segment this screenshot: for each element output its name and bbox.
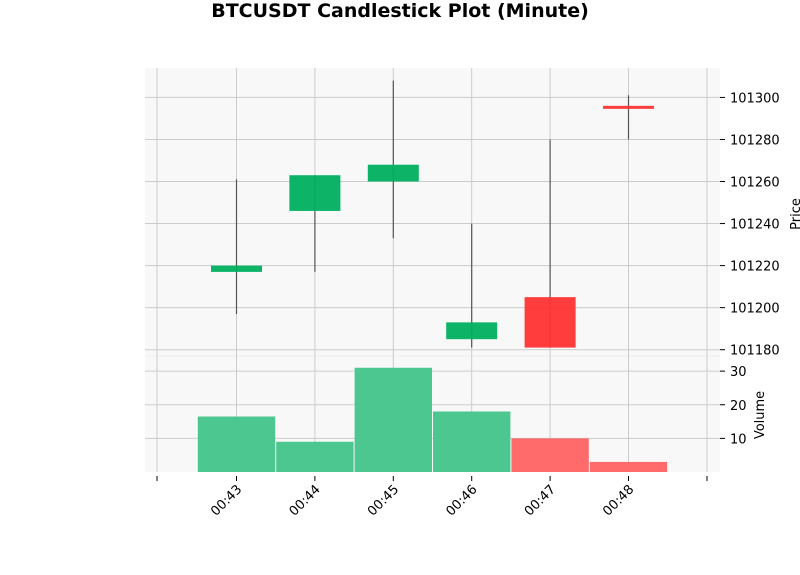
x-tick-label: 00:47	[522, 482, 559, 519]
x-tick-label: 00:48	[600, 482, 637, 519]
volume-bar	[197, 416, 276, 472]
candle-body	[289, 175, 341, 211]
candle-body	[603, 105, 654, 109]
x-tick-label: 00:46	[443, 482, 480, 519]
price-tick-label: 101300	[730, 91, 780, 106]
volume-tick-label: 30	[730, 365, 747, 380]
volume-axis-label: Volume	[753, 391, 768, 439]
volume-bar	[511, 438, 589, 472]
volume-bar	[433, 411, 511, 472]
price-tick-label: 101220	[730, 260, 780, 275]
candle-body	[524, 297, 576, 348]
chart-title: BTCUSDT Candlestick Plot (Minute)	[211, 0, 589, 22]
x-tick-label: 00:45	[365, 482, 402, 519]
price-tick-label: 101180	[730, 344, 780, 359]
price-tick-label: 101260	[730, 176, 780, 191]
volume-bar	[276, 441, 354, 472]
price-tick-label: 101200	[730, 302, 780, 317]
volume-tick-label: 10	[730, 432, 747, 447]
candle-body	[446, 322, 498, 340]
x-tick-label: 00:43	[208, 482, 245, 519]
volume-tick-label: 20	[730, 399, 747, 414]
price-panel	[145, 68, 720, 356]
volume-bar	[589, 461, 668, 472]
price-tick-label: 101240	[730, 218, 780, 233]
x-tick-label: 00:44	[287, 482, 324, 519]
volume-bar	[354, 367, 432, 472]
price-tick-label: 101280	[730, 133, 780, 148]
candle-body	[211, 265, 262, 272]
price-axis-label: Price	[789, 198, 800, 230]
candle-body	[367, 164, 419, 182]
